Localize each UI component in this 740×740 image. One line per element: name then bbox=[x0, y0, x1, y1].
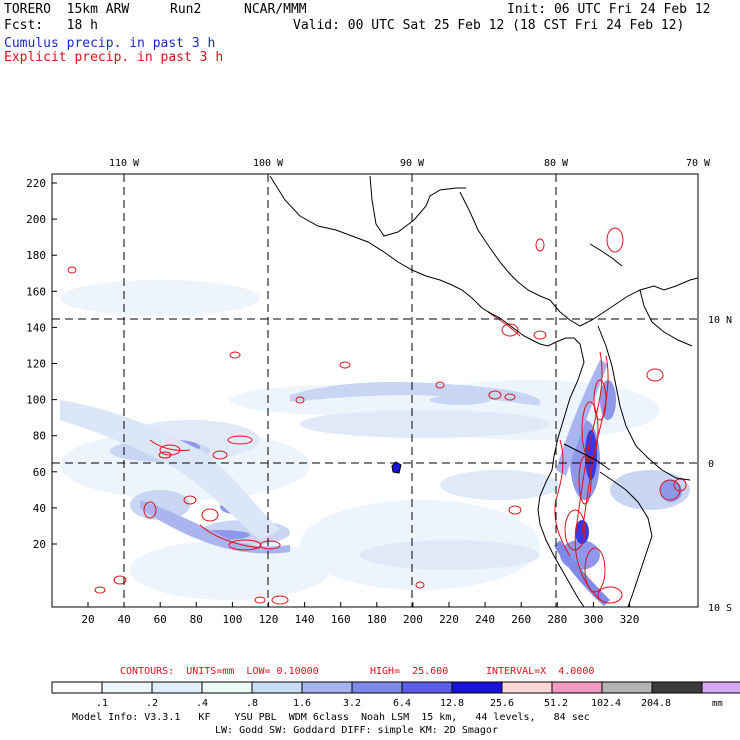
colorbar-unit: mm bbox=[712, 699, 723, 709]
colorbar-label: .4 bbox=[196, 698, 208, 709]
x-tick-label: 200 bbox=[403, 613, 423, 626]
physics-info: LW: Godd SW: Goddard DIFF: simple KM: 2D… bbox=[215, 725, 498, 736]
colorbar-swatch bbox=[101, 681, 153, 694]
x-tick-label: 140 bbox=[295, 613, 315, 626]
x-tick-label: 60 bbox=[154, 613, 167, 626]
x-tick-label: 20 bbox=[81, 613, 94, 626]
colorbar-label: .8 bbox=[246, 698, 258, 709]
y-tick-label: 160 bbox=[26, 285, 46, 298]
x-tick-label: 120 bbox=[259, 613, 279, 626]
x-tick-label: 300 bbox=[583, 613, 603, 626]
y-axis: 220 200 180 160 140 120 100 80 60 40 20 bbox=[26, 177, 57, 551]
colorbar-swatch bbox=[701, 681, 740, 694]
colorbar-label: .1 bbox=[96, 698, 108, 709]
colorbar-swatch bbox=[301, 681, 353, 694]
colorbar-swatch bbox=[351, 681, 403, 694]
x-tick-label: 240 bbox=[475, 613, 495, 626]
x-tick-label: 260 bbox=[511, 613, 531, 626]
colorbar-swatch bbox=[651, 681, 703, 694]
colorbar-swatch bbox=[601, 681, 653, 694]
x-tick-label: 40 bbox=[117, 613, 130, 626]
colorbar-swatch bbox=[251, 681, 303, 694]
colorbar-label: 1.6 bbox=[293, 698, 311, 709]
init-time: Init: 06 UTC Fri 24 Feb 12 bbox=[507, 2, 711, 17]
colorbar-swatch bbox=[451, 681, 503, 694]
colorbar-swatch bbox=[201, 681, 253, 694]
x-tick-label: 280 bbox=[547, 613, 567, 626]
x-tick-label: 180 bbox=[367, 613, 387, 626]
org-label: NCAR/MMM bbox=[244, 2, 307, 17]
forecast-hour: Fcst: 18 h bbox=[4, 18, 98, 33]
lat-label: 10 N bbox=[708, 315, 732, 326]
y-tick-label: 60 bbox=[33, 466, 46, 479]
lon-label: 110 W bbox=[109, 158, 140, 169]
y-tick-label: 180 bbox=[26, 249, 46, 262]
coastlines bbox=[269, 175, 698, 607]
precip-fill-layer bbox=[60, 280, 690, 606]
colorbar-swatch bbox=[401, 681, 453, 694]
colorbar-label: 6.4 bbox=[393, 698, 411, 709]
run-label: Run2 bbox=[170, 2, 202, 17]
lat-lon-grid bbox=[52, 174, 698, 607]
y-tick-label: 80 bbox=[33, 430, 46, 443]
latitude-labels: 10 N 0 10 S bbox=[708, 315, 732, 614]
lon-label: 100 W bbox=[253, 158, 284, 169]
explicit-precip-contours bbox=[67, 227, 687, 605]
longitude-labels: 110 W 100 W 90 W 80 W 70 W bbox=[109, 158, 711, 169]
y-tick-label: 40 bbox=[33, 502, 46, 515]
colorbar-label: 12.8 bbox=[440, 698, 464, 709]
x-tick-label: 160 bbox=[331, 613, 351, 626]
model-info: Model Info: V3.3.1 KF YSU PBL WDM 6class… bbox=[72, 712, 590, 723]
field-label-cumulus: Cumulus precip. in past 3 h bbox=[4, 36, 216, 51]
colorbar-label: 102.4 bbox=[591, 698, 621, 709]
lon-label: 90 W bbox=[400, 158, 425, 169]
contour-interval: INTERVAL=X 4.0000 bbox=[486, 666, 595, 677]
lat-label: 0 bbox=[708, 459, 714, 470]
colorbar-swatch bbox=[51, 681, 103, 694]
model-title: TORERO 15km ARW bbox=[4, 2, 130, 17]
field-label-explicit: Explicit precip. in past 3 h bbox=[4, 50, 224, 65]
colorbar-label: .2 bbox=[146, 698, 158, 709]
x-axis: 20 40 60 80 100 120 140 160 180 200 220 240 260 280 30… bbox=[81, 602, 639, 626]
colorbar-label: 25.6 bbox=[490, 698, 514, 709]
colorbar-swatch bbox=[551, 681, 603, 694]
contour-high: HIGH= 25.600 bbox=[370, 666, 449, 677]
colorbar-swatch bbox=[151, 681, 203, 694]
y-tick-label: 140 bbox=[26, 321, 46, 334]
colorbar-swatch bbox=[501, 681, 553, 694]
lon-label: 80 W bbox=[544, 158, 569, 169]
map-frame bbox=[51, 173, 699, 608]
y-tick-label: 20 bbox=[33, 538, 46, 551]
lat-label: 10 S bbox=[708, 603, 732, 614]
lon-label: 70 W bbox=[686, 158, 711, 169]
y-tick-label: 200 bbox=[26, 213, 46, 226]
x-tick-label: 220 bbox=[439, 613, 459, 626]
x-tick-label: 80 bbox=[190, 613, 203, 626]
valid-time: Valid: 00 UTC Sat 25 Feb 12 (18 CST Fri … bbox=[293, 18, 685, 33]
y-tick-label: 120 bbox=[26, 358, 46, 371]
colorbar-label: 51.2 bbox=[544, 698, 568, 709]
y-tick-label: 100 bbox=[26, 394, 46, 407]
x-tick-label: 320 bbox=[620, 613, 640, 626]
x-tick-label: 100 bbox=[222, 613, 242, 626]
colorbar-label: 204.8 bbox=[641, 698, 671, 709]
contour-units: CONTOURS: UNITS=mm LOW= 0.10000 bbox=[120, 666, 319, 677]
colorbar-label: 3.2 bbox=[343, 698, 361, 709]
y-tick-label: 220 bbox=[26, 177, 46, 190]
